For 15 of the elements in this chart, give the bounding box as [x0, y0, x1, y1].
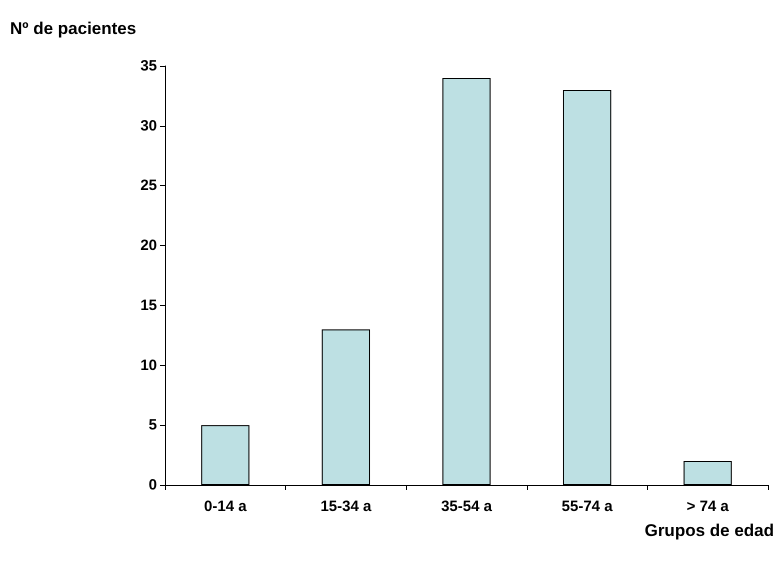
x-axis-title: Grupos de edad	[644, 521, 774, 540]
y-tick-label: 20	[140, 237, 157, 254]
y-tick-label: 10	[140, 356, 157, 374]
x-tick-label: 0-14 a	[204, 498, 248, 515]
y-tick-label: 30	[140, 117, 157, 134]
y-tick-label: 5	[148, 416, 157, 434]
y-axis-title: Nº de pacientes	[10, 19, 136, 38]
x-tick-label: 55-74 a	[562, 498, 614, 515]
y-tick-label: 15	[140, 296, 157, 314]
x-tick-label: > 74 a	[686, 498, 730, 515]
y-tick-label: 25	[140, 177, 157, 194]
y-tick-label: 35	[140, 58, 157, 74]
x-tick-label: 15-34 a	[320, 498, 372, 515]
y-tick-label: 0	[148, 476, 157, 494]
x-tick-label: 35-54 a	[441, 498, 493, 515]
